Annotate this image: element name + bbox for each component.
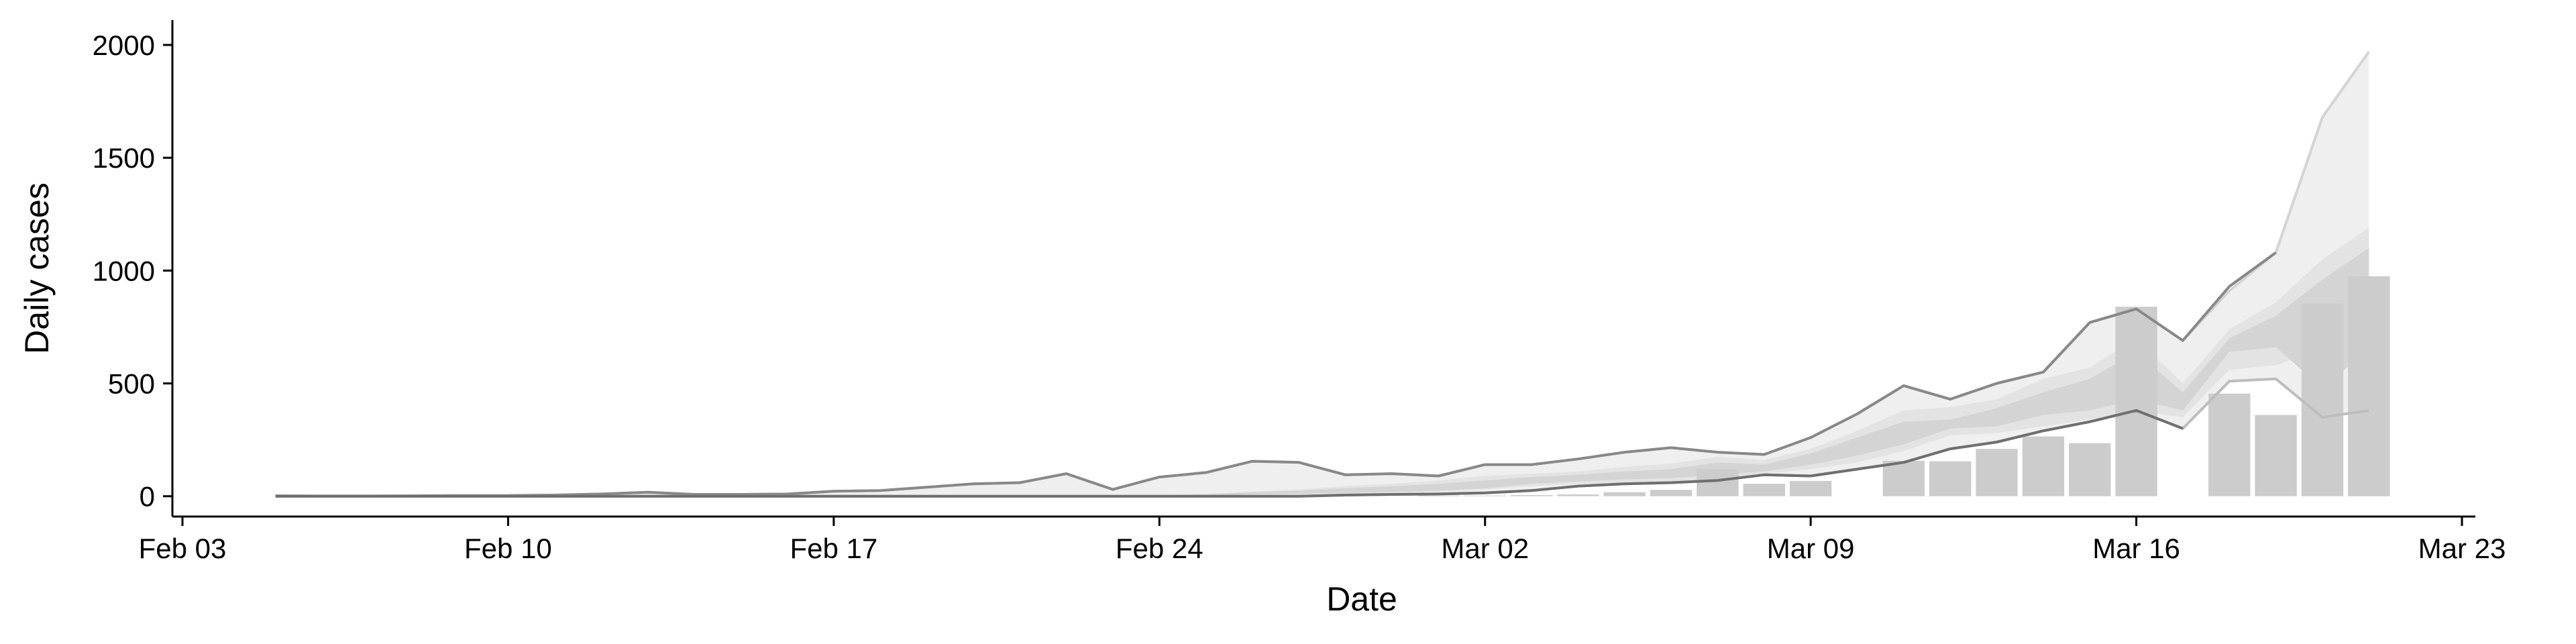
y-tick-label-2000: 2000	[93, 30, 155, 61]
bar-2020-03-04	[1557, 494, 1599, 496]
bar-2020-03-07	[1697, 469, 1739, 496]
bar-2020-03-14	[2022, 436, 2065, 496]
y-axis-title: Daily cases	[18, 182, 56, 354]
series-line-1	[275, 251, 2277, 498]
bar-2020-03-05	[1603, 492, 1646, 496]
x-tick-label-2020-03-02: Mar 02	[1441, 533, 1529, 564]
y-tick-label-1000: 1000	[93, 255, 155, 286]
x-axis-title: Date	[1326, 580, 1397, 618]
bar-2020-03-16	[2115, 307, 2157, 496]
bar-2020-03-12	[1929, 461, 1972, 496]
y-tick-label-0: 0	[140, 481, 155, 513]
bar-2020-03-03	[1510, 495, 1553, 496]
x-tick-label-2020-02-10: Feb 10	[464, 533, 552, 564]
bar-2020-03-19	[2255, 415, 2297, 496]
bar-2020-03-15	[2069, 443, 2111, 496]
bar-2020-03-21	[2348, 276, 2390, 496]
y-tick-label-500: 500	[108, 368, 155, 400]
daily-case-bars	[1417, 276, 2390, 496]
bar-2020-03-06	[1650, 490, 1693, 496]
bar-2020-03-09	[1789, 480, 1832, 496]
x-axis-ticks: Feb 03 Feb 10 Feb 17 Feb 24 Mar 02 Mar 09 Mar …	[139, 517, 2506, 564]
estimate-lines	[275, 50, 2370, 498]
y-tick-label-1500: 1500	[93, 142, 155, 174]
bar-2020-03-11	[1882, 460, 1925, 496]
x-tick-label-2020-02-24: Feb 24	[1116, 533, 1203, 564]
x-tick-label-2020-02-17: Feb 17	[790, 533, 877, 564]
y-axis-ticks: 0 500 1000 1500 2000	[93, 30, 172, 513]
x-tick-label-2020-03-23: Mar 23	[2418, 533, 2506, 564]
x-tick-label-2020-03-09: Mar 09	[1767, 533, 1855, 564]
bar-2020-03-20	[2301, 303, 2344, 496]
series-line-3	[275, 409, 2184, 498]
bar-2020-03-13	[1976, 449, 2018, 496]
bar-2020-03-08	[1743, 484, 1785, 496]
bar-2020-03-18	[2208, 393, 2251, 496]
x-tick-label-2020-03-16: Mar 16	[2092, 533, 2180, 564]
x-tick-label-2020-02-03: Feb 03	[139, 533, 227, 564]
